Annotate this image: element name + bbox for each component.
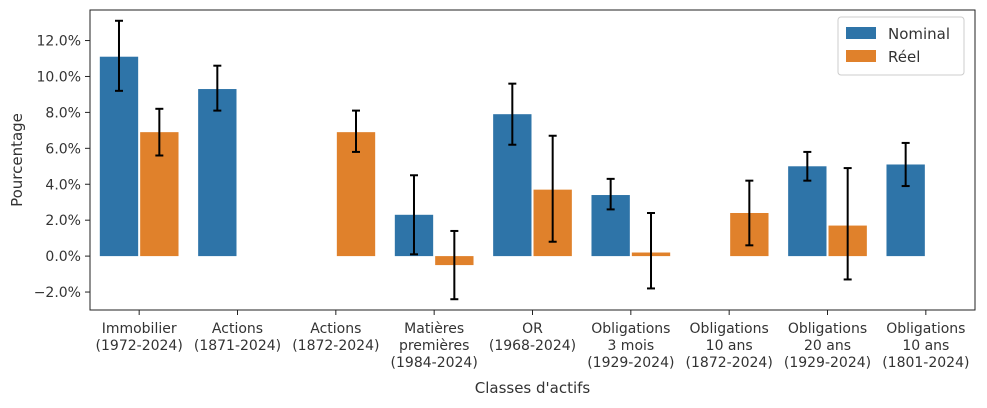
x-tick-label: OR (1968-2024) xyxy=(489,321,576,354)
x-tick-label: Obligations 3 mois (1929-2024) xyxy=(587,321,674,371)
error-bar-r-el-4 xyxy=(548,134,557,243)
error-bar-nominal-3 xyxy=(409,174,418,256)
bar-nominal-1 xyxy=(198,89,237,257)
x-tick-label: Obligations 10 ans (1872-2024) xyxy=(686,321,773,371)
legend: Nominal Réel xyxy=(837,16,965,76)
legend-swatch xyxy=(846,50,876,62)
x-tick-label: Actions (1871-2024) xyxy=(194,321,281,354)
legend-label: Réel xyxy=(888,48,920,66)
error-bar-r-el-5 xyxy=(647,211,656,290)
x-tick-label: Matières premières (1984-2024) xyxy=(391,321,478,371)
error-bar-r-el-3 xyxy=(450,229,459,301)
x-axis: Immobilier (1972-2024) Actions (1871-2024) A… xyxy=(96,310,969,371)
y-axis-title: Pourcentage xyxy=(8,113,26,207)
y-tick-label: 2.0% xyxy=(45,213,81,229)
y-axis: −2.0% 0.0% 2.0% 4.0% 6.0% 8.0% 10.0% 12.0% xyxy=(34,34,90,301)
y-tick-label: 4.0% xyxy=(45,177,81,193)
x-axis-title: Classes d'actifs xyxy=(475,379,591,397)
error-bar-nominal-4 xyxy=(508,82,517,146)
error-bar-nominal-5 xyxy=(606,177,615,211)
y-tick-label: −2.0% xyxy=(34,285,81,301)
error-bars-layer xyxy=(114,19,910,301)
error-bar-nominal-0 xyxy=(114,19,123,92)
legend-swatch xyxy=(846,27,876,39)
error-bar-r-el-2 xyxy=(352,109,361,153)
x-tick-label: Actions (1872-2024) xyxy=(292,321,379,354)
y-tick-label: 8.0% xyxy=(45,105,81,121)
error-bar-nominal-1 xyxy=(213,64,222,112)
error-bar-nominal-7 xyxy=(803,150,812,182)
y-tick-label: 6.0% xyxy=(45,141,81,157)
x-tick-label: Obligations 10 ans (1801-2024) xyxy=(882,321,969,371)
error-bar-r-el-7 xyxy=(843,167,852,281)
y-tick-label: 12.0% xyxy=(37,34,81,50)
error-bar-r-el-6 xyxy=(745,179,754,247)
y-tick-label: 10.0% xyxy=(37,69,81,85)
x-tick-label: Immobilier (1972-2024) xyxy=(96,321,183,354)
y-tick-label: 0.0% xyxy=(45,249,81,265)
legend-label: Nominal xyxy=(888,25,950,43)
error-bar-r-el-0 xyxy=(155,107,164,157)
error-bar-nominal-8 xyxy=(901,141,910,188)
x-tick-label: Obligations 20 ans (1929-2024) xyxy=(784,321,871,371)
